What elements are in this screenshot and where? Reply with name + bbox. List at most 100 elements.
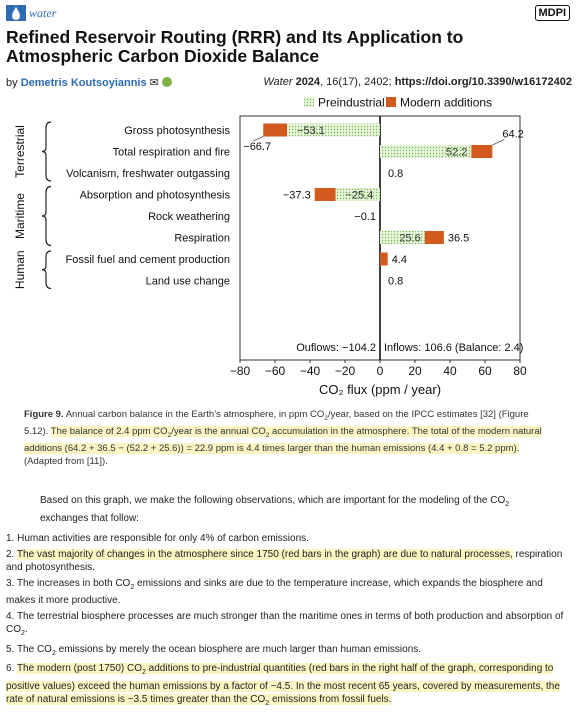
leader-line (492, 139, 505, 146)
category-label: Rock weathering (148, 211, 230, 223)
total-value-label: 0.8 (388, 276, 403, 288)
subscript: 2 (265, 431, 270, 439)
x-tick-label: 60 (478, 364, 492, 378)
legend-label: Preindustrial (318, 96, 385, 110)
category-label: Total respiration and fire (113, 147, 230, 159)
list-item: 1. Human activities are responsible for … (6, 532, 566, 546)
email-icon[interactable]: ✉ (149, 77, 159, 89)
list-item-highlight: The vast majority of changes in the atmo… (16, 548, 513, 560)
category-label: Gross photosynthesis (124, 125, 230, 137)
citation-year: 2024 (295, 76, 321, 88)
list-item-text: 5. The CO (6, 643, 52, 655)
x-tick-label: 20 (408, 364, 422, 378)
paragraph-text: Based on this graph, we make the followi… (40, 495, 506, 506)
doi-link[interactable]: https://doi.org/10.3390/w16172402 (394, 76, 572, 88)
legend-swatch (386, 97, 396, 107)
paragraph-text: exchanges that follow: (40, 513, 139, 524)
list-item: 6. The modern (post 1750) CO2 additions … (6, 662, 566, 711)
observations-list: 1. Human activities are responsible for … (6, 532, 566, 713)
publisher-logo[interactable]: MDPI (534, 5, 570, 21)
group-label: Maritime (13, 193, 27, 239)
carbon-balance-chart: Preindustrial Modern additions Terrestrial… (13, 96, 527, 398)
subscript: 2 (505, 501, 510, 508)
subscript: 2 (142, 669, 146, 676)
subscript: 2 (324, 414, 328, 422)
leader-line (253, 136, 264, 142)
bar-modern (263, 123, 288, 137)
list-item-text: . (24, 624, 28, 635)
subscript: 2 (167, 431, 172, 439)
figure-caption: Figure 9. Annual carbon balance in the E… (24, 408, 552, 468)
list-item-text: respiration and photosynthesis. (6, 548, 563, 574)
x-tick-label: 0 (377, 364, 384, 378)
x-axis-label: CO₂ flux (ppm / year) (319, 382, 441, 397)
bar-modern (471, 145, 493, 158)
x-tick-label: −80 (230, 364, 251, 378)
orcid-icon[interactable] (161, 77, 172, 87)
preindustrial-value-label: 52.2 (446, 147, 467, 159)
journal-name[interactable]: water (29, 6, 57, 20)
caption-text: /year, based on the IPCC estimates [32] … (24, 409, 529, 437)
author-link[interactable]: Demetris Koutsoyiannis (20, 77, 147, 89)
legend-swatch (304, 97, 314, 107)
bar-modern (424, 231, 444, 244)
bar-preindustrial (380, 145, 472, 158)
caption-highlight: The balance of 2.4 ppm CO2/year is the a… (24, 425, 542, 454)
total-value-label: −37.3 (283, 190, 311, 202)
paper-title: Refined Reservoir Routing (RRR) and Its … (6, 27, 464, 66)
list-item-number: 6. (6, 663, 17, 674)
bar-preindustrial (335, 188, 380, 201)
list-item-highlight-text: The modern (post 1750) CO (16, 663, 142, 674)
group-label: Terrestrial (13, 125, 27, 178)
bar-preindustrial (380, 231, 425, 244)
list-item-highlight-text: emissions from fossil fuels. (269, 694, 392, 705)
water-drop-icon (6, 5, 26, 21)
author-line: by Demetris Koutsoyiannis ✉ Water 2024, … (6, 76, 572, 89)
list-item: 4. The terrestrial biosphere processes a… (6, 610, 566, 641)
preindustrial-value-label: 25.6 (399, 233, 420, 245)
list-item-text: 3. The increases in both CO (6, 577, 131, 589)
list-item: 2. The vast majority of changes in the a… (6, 548, 566, 575)
subscript: 2 (130, 583, 135, 591)
category-label: Fossil fuel and cement production (66, 254, 230, 266)
list-item-text: emissions by merely the ocean biosphere … (55, 643, 422, 655)
caption-highlight-text: The balance of 2.4 ppm CO (50, 425, 168, 437)
total-value-label: 64.2 (502, 129, 523, 141)
citation-journal: Water (263, 76, 293, 88)
x-tick-label: 80 (513, 364, 527, 378)
category-label: Absorption and photosynthesis (80, 190, 231, 202)
citation-volume: , 16(17), 2402; (320, 76, 392, 88)
group-label: Human (13, 250, 27, 289)
caption-text: (Adapted from [11]). (24, 455, 108, 467)
inflows-annotation: Inflows: 106.6 (Balance: 2.4) (384, 342, 523, 354)
list-item-highlight-text: additions to pre-industrial quantities (… (6, 663, 560, 705)
category-label: Volcanism, freshwater outgassing (66, 168, 230, 180)
figure-label: Figure 9. (24, 409, 64, 420)
citation: Water 2024, 16(17), 2402; https://doi.or… (263, 76, 572, 88)
list-item: 5. The CO2 emissions by merely the ocean… (6, 643, 566, 661)
caption-highlight-text: accumulation in the atmosphere. The tota… (24, 425, 542, 454)
list-item-highlight: The modern (post 1750) CO2 additions to … (6, 663, 560, 707)
header-bar: water MDPI (0, 0, 576, 26)
chart-container: Preindustrial Modern additions Terrestrial… (0, 92, 576, 404)
total-value-label: −0.1 (354, 211, 376, 223)
group-bracket (41, 250, 52, 290)
total-value-label: 36.5 (448, 233, 469, 245)
caption-highlight-text: /year is the annual CO (171, 425, 266, 437)
list-item: 3. The increases in both CO2 emissions a… (6, 577, 566, 608)
list-item-number: 2. (6, 548, 17, 560)
bar-modern (314, 188, 336, 201)
category-label: Respiration (174, 233, 230, 245)
list-item-text: 4. The terrestrial biosphere processes a… (6, 610, 564, 636)
bar-modern (380, 252, 388, 266)
total-value-label: 4.4 (392, 254, 407, 266)
group-bracket (41, 185, 52, 247)
x-tick-label: 40 (443, 364, 457, 378)
list-item-text: 1. Human activities are responsible for … (6, 533, 309, 544)
legend-label: Modern additions (400, 96, 492, 110)
list-item-text: emissions and sinks are due to the tempe… (6, 577, 543, 607)
x-tick-label: −20 (335, 364, 356, 378)
by-label: by (6, 77, 18, 89)
bar-preindustrial (287, 123, 380, 137)
category-label: Land use change (146, 276, 230, 288)
